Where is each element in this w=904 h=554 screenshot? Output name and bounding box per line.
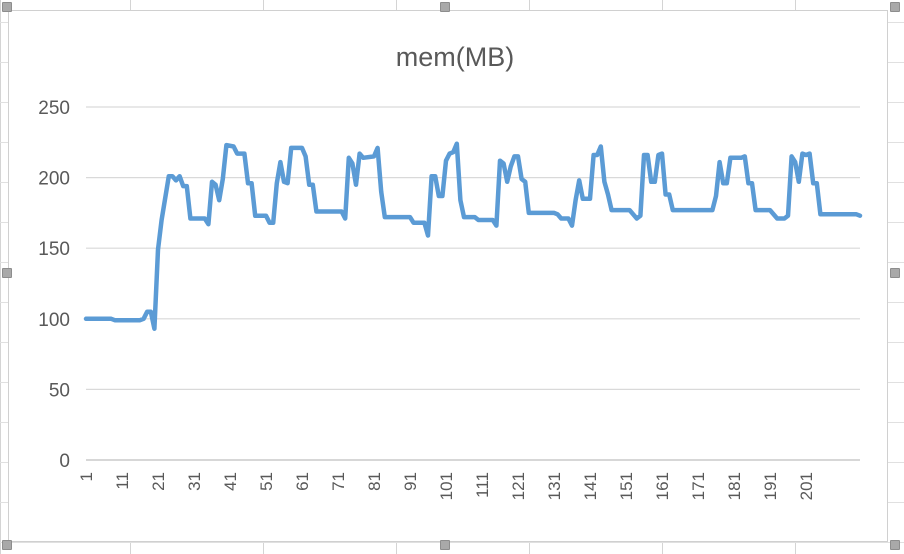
x-tick-label: 51 (257, 472, 276, 491)
x-tick-label: 31 (185, 472, 204, 491)
x-tick-label: 41 (221, 472, 240, 491)
y-axis-tick-labels: 0 50 100 150 200 250 (38, 98, 70, 472)
x-tick-label: 141 (581, 472, 600, 500)
y-tick-label: 200 (38, 169, 70, 190)
x-tick-label: 71 (329, 472, 348, 491)
resize-handle-bottom-right[interactable] (890, 540, 900, 550)
series-line (83, 141, 863, 331)
x-tick-label: 101 (437, 472, 456, 500)
x-tick-label: 11 (113, 472, 132, 490)
x-tick-label: 81 (365, 472, 384, 491)
y-tick-label: 50 (49, 380, 70, 401)
y-tick-label: 250 (38, 98, 70, 119)
x-tick-label: 91 (401, 472, 420, 491)
y-tick-label: 0 (59, 451, 70, 472)
x-tick-label: 21 (149, 472, 168, 491)
x-axis-tick-labels: 1 11 21 31 41 51 61 71 81 91 101 111 121 131 141 151 161… (77, 472, 816, 500)
x-tick-label: 201 (797, 472, 816, 500)
resize-handle-middle-right[interactable] (890, 268, 900, 278)
resize-handle-middle-left[interactable] (2, 268, 12, 278)
x-tick-label: 121 (509, 472, 528, 500)
x-tick-label: 1 (77, 472, 96, 481)
chart-border (8, 10, 888, 542)
x-tick-label: 161 (653, 472, 672, 500)
y-tick-label: 150 (38, 239, 70, 260)
x-tick-label: 151 (617, 472, 636, 500)
x-tick-label: 111 (473, 472, 492, 498)
x-tick-label: 191 (761, 472, 780, 500)
x-tick-label: 171 (689, 472, 708, 500)
series-group (83, 141, 863, 331)
resize-handle-top-right[interactable] (890, 2, 900, 12)
resize-handle-top-left[interactable] (2, 2, 12, 12)
resize-handle-top-center[interactable] (440, 2, 450, 12)
resize-handle-bottom-center[interactable] (440, 540, 450, 550)
x-tick-label: 131 (545, 472, 564, 500)
resize-handle-bottom-left[interactable] (2, 540, 12, 550)
chart-title: mem(MB) (396, 42, 514, 72)
x-tick-label: 61 (293, 472, 312, 491)
x-tick-label: 181 (725, 472, 744, 500)
y-tick-label: 100 (38, 310, 70, 331)
gridlines (86, 106, 860, 461)
